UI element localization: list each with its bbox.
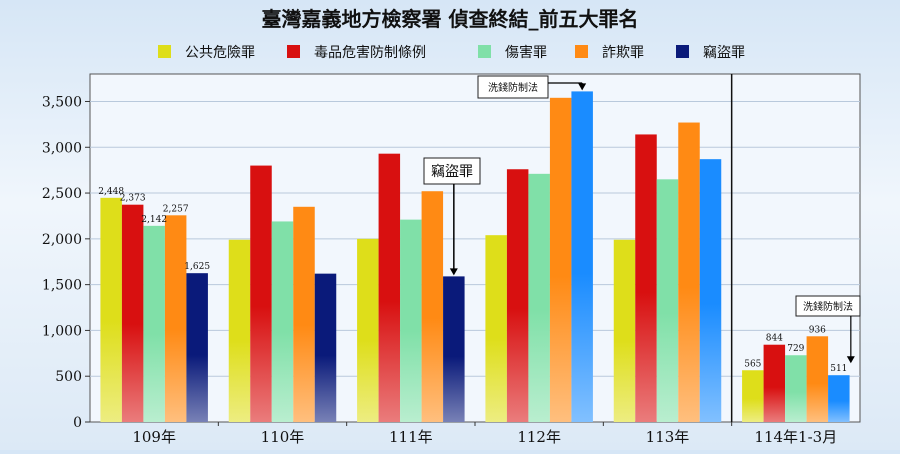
bar <box>293 206 315 422</box>
bar <box>506 169 529 422</box>
chart-title: 臺灣嘉義地方檢察署 偵查終結_前五大罪名 <box>262 7 639 31</box>
bar <box>528 173 550 422</box>
y-tick-label: 3,500 <box>42 94 82 110</box>
y-tick-label: 500 <box>55 369 82 385</box>
x-tick-label: 112年 <box>517 428 561 446</box>
bar <box>763 344 786 422</box>
legend-label: 竊盜罪 <box>703 45 745 61</box>
legend-swatch <box>287 45 300 58</box>
annotation-callout: 洗錢防制法 <box>795 295 861 364</box>
arrow-head <box>449 268 458 276</box>
bar <box>378 153 401 422</box>
bar <box>271 221 294 422</box>
bar <box>121 204 144 422</box>
legend-label: 傷害罪 <box>505 45 547 61</box>
annotation-callout: 竊盜罪 <box>423 157 481 276</box>
legend-swatch <box>478 45 491 58</box>
bar <box>678 122 700 423</box>
y-tick-label: 1,500 <box>42 278 82 294</box>
bar <box>785 355 807 422</box>
legend-label: 毒品危害防制條例 <box>314 45 426 61</box>
data-label: 936 <box>809 325 826 335</box>
y-tick-label: 1,000 <box>42 323 82 339</box>
bar <box>400 219 422 422</box>
bar <box>228 239 251 422</box>
legend-label: 公共危險罪 <box>185 45 255 61</box>
data-label: 2,448 <box>98 187 124 197</box>
x-tick-label: 109年 <box>132 428 176 446</box>
bar <box>635 134 657 422</box>
bar <box>656 179 679 422</box>
x-tick-label: 110年 <box>261 428 305 446</box>
y-tick-label: 3,000 <box>42 140 82 156</box>
x-tick-label: 113年 <box>646 428 690 446</box>
annotation-text: 竊盜罪 <box>431 164 473 180</box>
bar <box>742 370 764 422</box>
legend-swatch <box>158 45 171 58</box>
data-label: 2,257 <box>163 204 189 214</box>
legend: 公共危險罪 毒品危害防制條例 傷害罪 詐欺罪 竊盜罪 <box>158 45 745 61</box>
arrow-head <box>846 356 855 364</box>
annotation-callout: 洗錢防制法 <box>477 75 587 99</box>
legend-swatch <box>676 45 689 58</box>
bars <box>100 91 850 423</box>
bar <box>571 91 593 423</box>
data-label: 511 <box>830 364 847 374</box>
bar <box>806 336 829 422</box>
data-label: 2,142 <box>141 215 167 225</box>
legend-label: 詐欺罪 <box>602 45 644 61</box>
bar <box>250 165 272 422</box>
data-label: 565 <box>744 359 761 369</box>
data-label: 844 <box>766 334 783 344</box>
arrow-head <box>578 83 587 91</box>
data-label: 729 <box>787 344 804 354</box>
bar <box>421 191 444 422</box>
legend-swatch <box>575 45 588 58</box>
bar <box>828 375 850 422</box>
bar <box>485 235 507 422</box>
y-tick-label: 0 <box>73 415 82 431</box>
bar <box>314 273 337 422</box>
bar <box>549 97 572 423</box>
x-tick-label: 114年1-3月 <box>754 428 837 446</box>
bar <box>443 276 465 422</box>
x-tick-label: 111年 <box>389 428 433 446</box>
bar <box>186 273 208 422</box>
bar <box>357 238 379 422</box>
y-tick-label: 2,000 <box>42 232 82 248</box>
annotation-text: 洗錢防制法 <box>488 81 538 94</box>
bar <box>164 215 187 422</box>
y-tick-label: 2,500 <box>42 186 82 202</box>
axes: 0 500 1,000 1,500 2,000 2,500 3,000 3,500 109年 11… <box>42 74 837 446</box>
annotation-text: 洗錢防制法 <box>803 300 853 313</box>
bar <box>143 225 165 422</box>
bar <box>699 159 722 422</box>
data-label: 2,373 <box>120 194 146 204</box>
bar <box>100 197 122 422</box>
bar <box>613 239 636 422</box>
data-label: 1,625 <box>184 262 210 272</box>
